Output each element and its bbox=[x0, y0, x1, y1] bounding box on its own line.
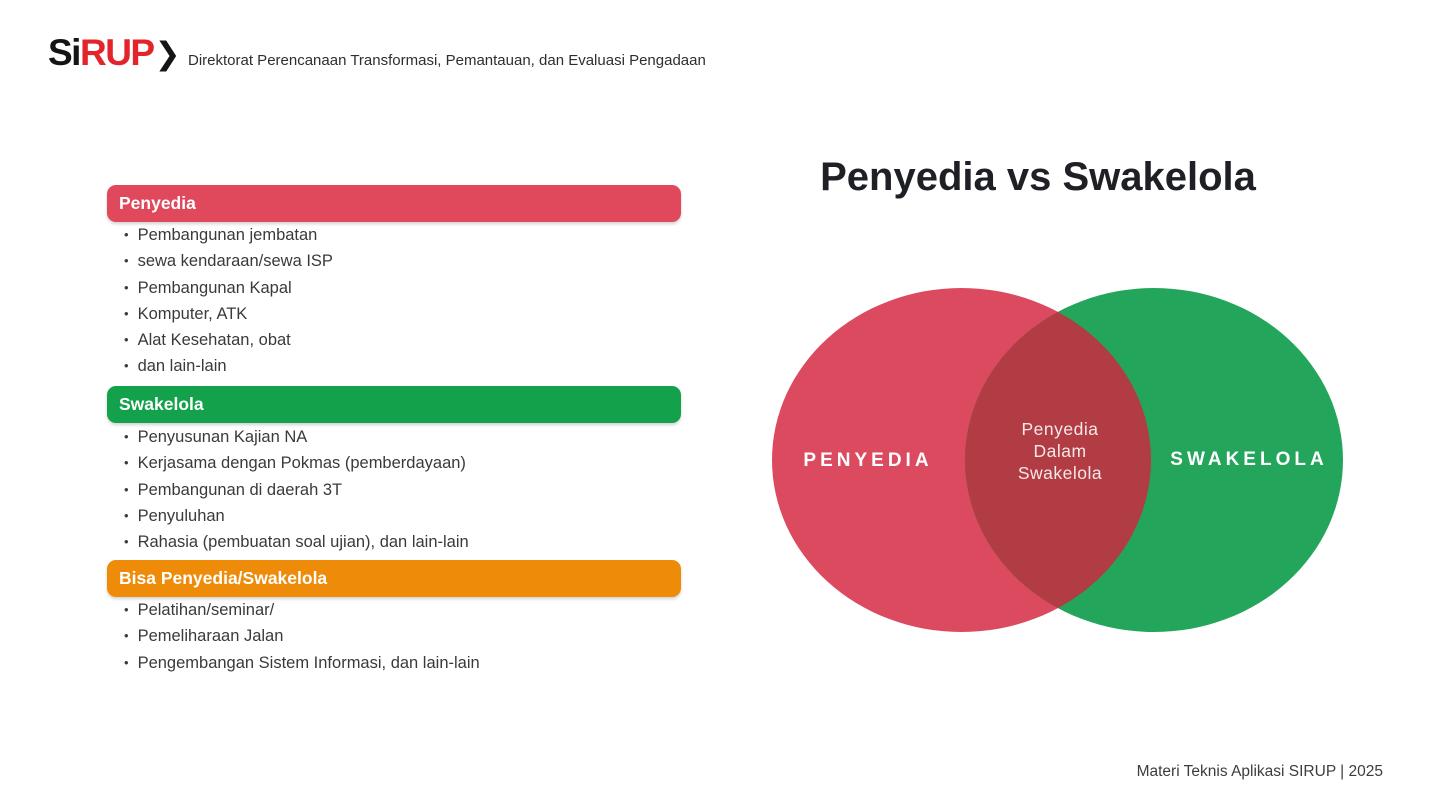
logo-chevron-icon: ❯ bbox=[154, 36, 181, 71]
list-item-text: sewa kendaraan/sewa ISP bbox=[137, 252, 333, 271]
list-item-text: Pengembangan Sistem Informasi, dan lain-… bbox=[137, 653, 480, 672]
penyedia-item-list: • Pembangunan jembatan • sewa kendaraan/se… bbox=[124, 226, 684, 384]
section-header-swakelola: Swakelola bbox=[107, 386, 681, 423]
section-header-bisa-penyedia-swakelola: Bisa Penyedia/Swakelola bbox=[107, 560, 681, 597]
list-item: • Alat Kesehatan, obat bbox=[124, 331, 684, 357]
venn-overlap-label-line3: Swakelola bbox=[1017, 463, 1103, 483]
bullet-icon: • bbox=[124, 628, 129, 644]
list-item: • Pembangunan jembatan bbox=[124, 226, 684, 252]
list-item-text: dan lain-lain bbox=[137, 357, 227, 376]
bullet-icon: • bbox=[124, 332, 129, 348]
list-item: • Komputer, ATK bbox=[124, 305, 684, 331]
list-item-text: Komputer, ATK bbox=[137, 304, 248, 323]
bullet-icon: • bbox=[124, 358, 129, 374]
swakelola-item-list: • Penyusunan Kajian NA • Kerjasama dengan … bbox=[124, 428, 684, 559]
list-item: • Rahasia (pembuatan soal ujian), dan lai… bbox=[124, 533, 684, 559]
venn-right-label: SWAKELOLA bbox=[1170, 449, 1328, 470]
list-item: • Penyuluhan bbox=[124, 507, 684, 533]
venn-overlap-label-line2: Dalam bbox=[1033, 441, 1087, 461]
venn-overlap-label-line1: Penyedia bbox=[1021, 419, 1099, 439]
list-item-text: Pemeliharaan Jalan bbox=[137, 627, 284, 646]
bullet-icon: • bbox=[124, 305, 129, 321]
bullet-icon: • bbox=[124, 429, 129, 444]
list-item: • Kerjasama dengan Pokmas (pemberdayaan) bbox=[124, 454, 684, 480]
bullet-icon: • bbox=[124, 481, 129, 497]
list-item: • Penyusunan Kajian NA bbox=[124, 428, 684, 454]
sirup-logo: SiRUP❯ bbox=[48, 32, 181, 73]
venn-diagram bbox=[772, 288, 1343, 632]
logo-text-rup: RUP bbox=[79, 32, 155, 73]
venn-overlap-region bbox=[965, 288, 1151, 632]
list-item-text: Alat Kesehatan, obat bbox=[137, 331, 291, 350]
logo-text-si: Si bbox=[48, 32, 81, 73]
list-item-text: Pembangunan di daerah 3T bbox=[137, 480, 343, 499]
venn-overlap-label: Penyedia Dalam Swakelola bbox=[984, 418, 1136, 484]
bisa-item-list: • Pelatihan/seminar/ • Pemeliharaan Jalan … bbox=[124, 601, 684, 680]
list-item-text: Pembangunan Kapal bbox=[137, 278, 292, 297]
list-item-text: Pelatihan/seminar/ bbox=[137, 601, 275, 619]
bullet-icon: • bbox=[124, 654, 129, 670]
list-item-text: Penyuluhan bbox=[137, 506, 225, 525]
list-item-text: Penyusunan Kajian NA bbox=[137, 428, 308, 446]
list-item: • Pembangunan di daerah 3T bbox=[124, 481, 684, 507]
bullet-icon: • bbox=[124, 507, 129, 523]
venn-left-label: PENYEDIA bbox=[803, 450, 933, 471]
list-item: • dan lain-lain bbox=[124, 357, 684, 383]
bullet-icon: • bbox=[124, 455, 129, 471]
list-item: • sewa kendaraan/sewa ISP bbox=[124, 252, 684, 278]
bullet-icon: • bbox=[124, 279, 129, 295]
bullet-icon: • bbox=[124, 602, 129, 617]
list-item: • Pemeliharaan Jalan bbox=[124, 627, 684, 653]
footer-caption: Materi Teknis Aplikasi SIRUP | 2025 bbox=[1136, 763, 1383, 780]
section-header-penyedia: Penyedia bbox=[107, 185, 681, 222]
list-item-text: Pembangunan jembatan bbox=[137, 226, 318, 244]
bullet-icon: • bbox=[124, 253, 129, 269]
list-item: • Pelatihan/seminar/ bbox=[124, 601, 684, 627]
directorate-subtitle: Direktorat Perencanaan Transformasi, Pem… bbox=[188, 52, 706, 69]
list-item-text: Kerjasama dengan Pokmas (pemberdayaan) bbox=[137, 454, 466, 473]
list-item-text: Rahasia (pembuatan soal ujian), dan lain… bbox=[137, 533, 469, 552]
bullet-icon: • bbox=[124, 534, 129, 550]
venn-title: Penyedia vs Swakelola bbox=[820, 155, 1256, 199]
bullet-icon: • bbox=[124, 227, 129, 242]
list-item: • Pembangunan Kapal bbox=[124, 279, 684, 305]
list-item: • Pengembangan Sistem Informasi, dan lain… bbox=[124, 654, 684, 680]
